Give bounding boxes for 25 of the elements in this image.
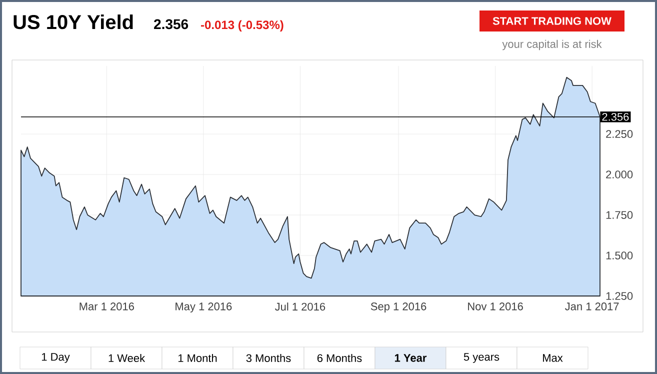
text: -0.013 (-0.53%) [201, 20, 284, 32]
x-tick-label: Sep 1 2016 [370, 302, 426, 312]
y-tick-label: 2.250 [606, 130, 633, 138]
y-tick-label: 1.250 [606, 292, 633, 300]
x-tick-label: Nov 1 2016 [468, 302, 523, 310]
y-tick-label: 1.750 [606, 211, 633, 219]
text: 5 years [464, 353, 500, 363]
x-tick-label: Jul 1 2016 [274, 302, 326, 311]
x-tick-label: Mar 1 2016 [80, 302, 134, 310]
y-tick-label: 2.000 [606, 170, 633, 178]
chart-title: US 10Y Yield [14, 14, 133, 30]
text: 1 Month [178, 354, 217, 362]
text: Max [543, 354, 563, 362]
text: START TRADING NOW [492, 17, 612, 25]
text: 1 Day [42, 353, 70, 363]
chart-subtitle: 2.356 [154, 19, 188, 30]
x-tick-label: Jan 1 2017 [565, 302, 619, 310]
text: 1 Year [394, 354, 427, 362]
text: your capital is at risk [502, 40, 602, 50]
ref-line-label: 2.356 [602, 112, 629, 121]
y-tick-label: 1.500 [606, 252, 633, 260]
x-tick-label: May 1 2016 [176, 302, 232, 312]
text: 3 Months [246, 354, 291, 362]
text: 1 Week [108, 354, 146, 362]
text: 6 Months [317, 354, 362, 362]
